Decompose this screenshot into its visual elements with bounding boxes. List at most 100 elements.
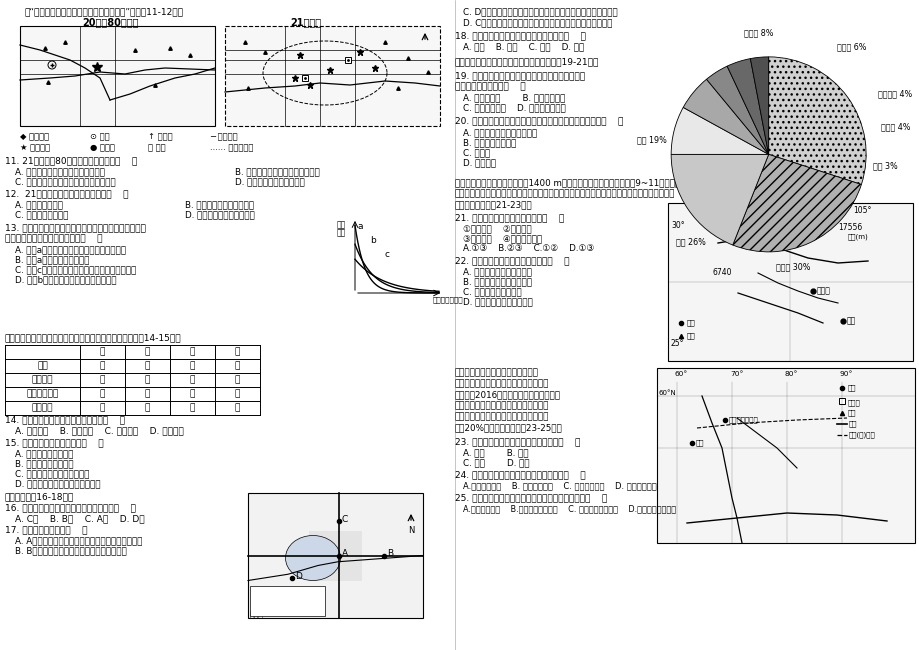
Bar [667,203,912,361]
Text: C. 活动c对交通的依赖性较大，往往安排在市中心: C. 活动c对交通的依赖性较大，往往安排在市中心 [15,265,136,274]
Text: C. 单产高: C. 单产高 [462,148,490,157]
Text: ↑ 航空港: ↑ 航空港 [148,132,173,141]
Text: B. B地交通条件优越，在四个地点中地价昂贵: B. B地交通条件优越，在四个地点中地价昂贵 [15,546,127,555]
Text: D. 老商业中心服务范围变小: D. 老商业中心服务范围变小 [234,177,304,186]
Text: 丁: 丁 [234,347,240,356]
Text: 25. 该地区扶持温室蔬菜种植基地建设的直接目的是（    ）: 25. 该地区扶持温室蔬菜种植基地建设的直接目的是（ ） [455,493,607,502]
Text: A. 光照        B. 热量: A. 光照 B. 热量 [462,448,528,457]
Text: ～ 河流: ～ 河流 [148,143,165,152]
Text: 22. 攀枝花芒果品质佳的主要原因是（    ）: 22. 攀枝花芒果品质佳的主要原因是（ ） [455,256,569,265]
Text: 100°: 100° [712,206,731,215]
Text: 芒果成熟期最晚的地区，该地区的芒果口感好，含糖量高，品质佳。下图为攀枝花地理位置图，: 芒果成熟期最晚的地区，该地区的芒果口感好，含糖量高，品质佳。下图为攀枝花地理位置… [455,189,675,198]
Text: A. 运输成本低        B. 农产品质量好: A. 运输成本低 B. 农产品质量好 [462,93,565,102]
Text: 秋明: 秋明 [696,439,704,446]
Bar [20,26,215,126]
Text: 20世纪80年代初: 20世纪80年代初 [82,17,139,27]
Text: A. 生产规模大，机械化水平高: A. 生产规模大，机械化水平高 [462,128,537,137]
Text: 60°N: 60°N [658,390,676,396]
Text: 加拿大 8%: 加拿大 8% [743,28,773,37]
Text: 无: 无 [234,389,240,398]
Text: 昆明: 昆明 [846,316,856,325]
Text: ● 地铁站: ● 地铁站 [90,143,115,152]
Bar [250,586,324,616]
Bar [301,75,308,81]
Text: 有: 有 [99,375,105,384]
Text: 汉特一曼西斯克: 汉特一曼西斯克 [728,416,758,422]
Text: 丙: 丙 [189,347,195,356]
Text: 铁路: 铁路 [848,420,857,426]
Text: 无: 无 [234,375,240,384]
Bar [656,368,914,543]
Text: c: c [384,250,390,259]
Text: C. 与丙同等级的城市数量最多: C. 与丙同等级的城市数量最多 [15,469,89,478]
Text: 河源: 河源 [686,332,695,339]
Text: A. 甲的服务范围比乙大: A. 甲的服务范围比乙大 [15,449,74,458]
Text: 其他 3%: 其他 3% [872,162,897,170]
FancyBboxPatch shape [838,398,844,404]
Text: 美国 19%: 美国 19% [636,135,666,144]
Text: A. 沿河流两岸分布: A. 沿河流两岸分布 [15,200,62,209]
Text: C: C [342,515,348,523]
Text: 17556: 17556 [837,223,861,232]
Text: 有: 有 [144,375,150,384]
Text: 读“位于平原地区的我国南方某城市示意图”，回答11-12题。: 读“位于平原地区的我国南方某城市示意图”，回答11-12题。 [25,7,184,16]
Text: C. 河谷干热，光热充足: C. 河谷干热，光热充足 [462,287,521,296]
Text: D. 与丁同等级的城市之间相距最远: D. 与丁同等级的城市之间相距最远 [15,479,100,488]
Text: 无: 无 [189,403,195,412]
Text: 读下图，完成下列21-23题。: 读下图，完成下列21-23题。 [455,200,532,209]
Text: 18. 随着市场需求的变化，该城郊主要种植（    ）: 18. 随着市场需求的变化，该城郊主要种植（ ） [455,31,585,40]
Text: 16. 如果要在该城市建中心商务区，应建在（    ）: 16. 如果要在该城市建中心商务区，应建在（ ） [5,503,136,512]
Text: 地约20%的需求。据此完成23-25题。: 地约20%的需求。据此完成23-25题。 [455,423,562,432]
Text: 11. 21世纪初与80年代初比较，该城市（    ）: 11. 21世纪初与80年代初比较，该城市（ ） [5,156,137,165]
Text: 城市: 城市 [847,384,856,391]
Wedge shape [732,155,860,252]
Text: 有: 有 [144,389,150,398]
Text: 105°: 105° [852,206,870,215]
Text: ─ 城市干道: ─ 城市干道 [253,588,277,595]
Text: 动较大。2016年起，这些城市郊区以及周: 动较大。2016年起，这些城市郊区以及周 [455,390,561,399]
Text: 无: 无 [189,389,195,398]
Wedge shape [671,107,768,155]
Text: D. 地势平缓，土层深厚肥沃: D. 地势平缓，土层深厚肥沃 [462,297,532,306]
Text: 15. 据表可推测，通常该地区（    ）: 15. 据表可推测，通常该地区（ ） [5,438,104,447]
Text: B. 活动a受自然条件影响较大: B. 活动a受自然条件影响较大 [15,255,89,264]
Text: a: a [357,222,363,231]
Text: ■ 城区: ■ 城区 [253,598,270,604]
Text: 13. 右图是商业、工业、居住三种活动的付租能力随距离: 13. 右图是商业、工业、居住三种活动的付租能力随距离 [5,223,146,232]
Text: 无: 无 [99,403,105,412]
Text: 24. 该地区利用温室培植蔬菜的优势条件是（    ）: 24. 该地区利用温室培植蔬菜的优势条件是（ ） [455,470,585,479]
Text: ◆ 居住小区: ◆ 居住小区 [20,132,49,141]
Text: 70°: 70° [729,371,743,377]
Text: ⊙ 河港: ⊙ 河港 [90,132,109,141]
Text: 20. 世界上该农作物的主要分布区其农业地域类型的特点是（    ）: 20. 世界上该农作物的主要分布区其农业地域类型的特点是（ ） [455,116,623,125]
Text: 下表为我国某地区四个城市的学校分布情况表，读表，回答14-15题。: 下表为我国某地区四个城市的学校分布情况表，读表，回答14-15题。 [5,333,181,342]
Text: A: A [342,549,347,558]
Text: 与市中心的距离: 与市中心的距离 [433,296,463,303]
Text: A. 甲乙丙丁    B. 丙丁乙甲    C. 乙甲丙丁    D. 丁丙甲乙: A. 甲乙丙丁 B. 丙丁乙甲 C. 乙甲丙丁 D. 丁丙甲乙 [15,426,184,435]
Text: 斯克等城市的蔬菜供应主要依靠进口，该: 斯克等城市的蔬菜供应主要依靠进口，该 [455,379,549,388]
Wedge shape [683,79,768,155]
Text: 25°: 25° [670,339,684,348]
Text: B. 多层次的立体交通网络尚未形成: B. 多层次的立体交通网络尚未形成 [234,167,320,176]
Wedge shape [706,66,768,155]
Text: 山峰(m): 山峰(m) [847,233,868,240]
Text: 90°: 90° [839,371,852,377]
Text: 有: 有 [144,361,150,370]
Text: 递减示意图，下列叙述正确的是（    ）: 递减示意图，下列叙述正确的是（ ） [5,234,102,243]
Text: B. 对市场的适应性强: B. 对市场的适应性强 [462,138,516,147]
Text: 无: 无 [234,403,240,412]
Wedge shape [726,58,768,155]
Text: 温室蔬菜种植基地，生产的蔬菜可满足当: 温室蔬菜种植基地，生产的蔬菜可满足当 [455,412,549,421]
Text: 乌克兰 30%: 乌克兰 30% [775,262,810,271]
Text: 能力: 能力 [336,228,346,237]
Text: 19. 与其他国家相比，乌克兰成为欧盟进口该农产品: 19. 与其他国家相比，乌克兰成为欧盟进口该农产品 [455,71,584,80]
Text: A. 城区发展和交通建设不受河流影响: A. 城区发展和交通建设不受河流影响 [15,167,105,176]
Text: 巴西 26%: 巴西 26% [675,238,705,246]
Text: A.劳动力成本低    B. 能源供应充足    C. 种植历史悠久    D. 生产技术先进: A.劳动力成本低 B. 能源供应充足 C. 种植历史悠久 D. 生产技术先进 [462,481,656,490]
Text: 21世纪初: 21世纪初 [289,17,321,27]
Text: 四川攀枝花芒果主要种植在海拔1400 m左右的河谷坡地，成熟期一般在9~11月，是我国: 四川攀枝花芒果主要种植在海拔1400 m左右的河谷坡地，成熟期一般在9~11月，… [455,178,685,187]
Text: 阿根廷 6%: 阿根廷 6% [836,43,866,51]
Text: D. C地位于城市边缘，濒临湖泊，环境优美，可建高级住宅区: D. C地位于城市边缘，濒临湖泊，环境优美，可建高级住宅区 [462,18,612,27]
Text: 60°: 60° [675,371,687,377]
Text: ★ 商业中心: ★ 商业中心 [20,143,50,152]
